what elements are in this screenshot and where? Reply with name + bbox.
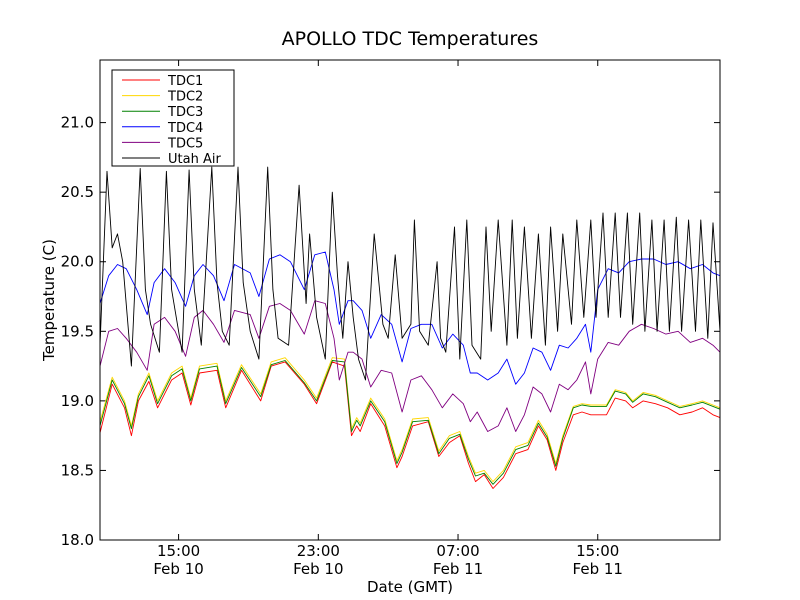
series-line-tdc4 [99,251,721,385]
x-tick-date-label: Feb 11 [573,560,623,578]
x-tick-time-label: 15:00 [576,542,619,560]
legend-label-tdc3: TDC3 [167,105,203,120]
legend-label-tdc2: TDC2 [167,90,203,105]
plot-frame [99,59,721,541]
legend-label-tdc4: TDC4 [167,121,203,136]
y-tick-label: 18.5 [61,461,94,479]
y-tick-label: 20.0 [61,253,94,271]
x-tick-time-label: 15:00 [157,542,200,560]
x-tick-date-label: Feb 10 [153,560,203,578]
y-tick-label: 21.0 [61,114,94,132]
legend-label-tdc5: TDC5 [167,136,203,151]
legend-box [111,69,235,167]
legend-label-utah-air: Utah Air [168,152,221,167]
chart-title: APOLLO TDC Temperatures [282,28,539,50]
y-tick-label: 20.5 [61,183,94,201]
series-line-tdc5 [99,300,721,432]
y-tick-label: 19.5 [61,322,94,340]
y-tick-label: 18.0 [61,531,94,549]
x-tick-date-label: Feb 10 [293,560,343,578]
x-tick-time-label: 23:00 [297,542,340,560]
x-axis-label: Date (GMT) [367,578,453,596]
y-axis-label: Temperature (C) [40,239,58,362]
x-tick-time-label: 07:00 [436,542,479,560]
x-tick-date-label: Feb 11 [433,560,483,578]
series-line-tdc2 [99,357,721,483]
data-series [99,166,721,489]
series-line-utah-air [99,166,721,381]
series-line-tdc3 [99,360,721,485]
y-tick-label: 19.0 [61,392,94,410]
legend-label-tdc1: TDC1 [167,74,203,89]
